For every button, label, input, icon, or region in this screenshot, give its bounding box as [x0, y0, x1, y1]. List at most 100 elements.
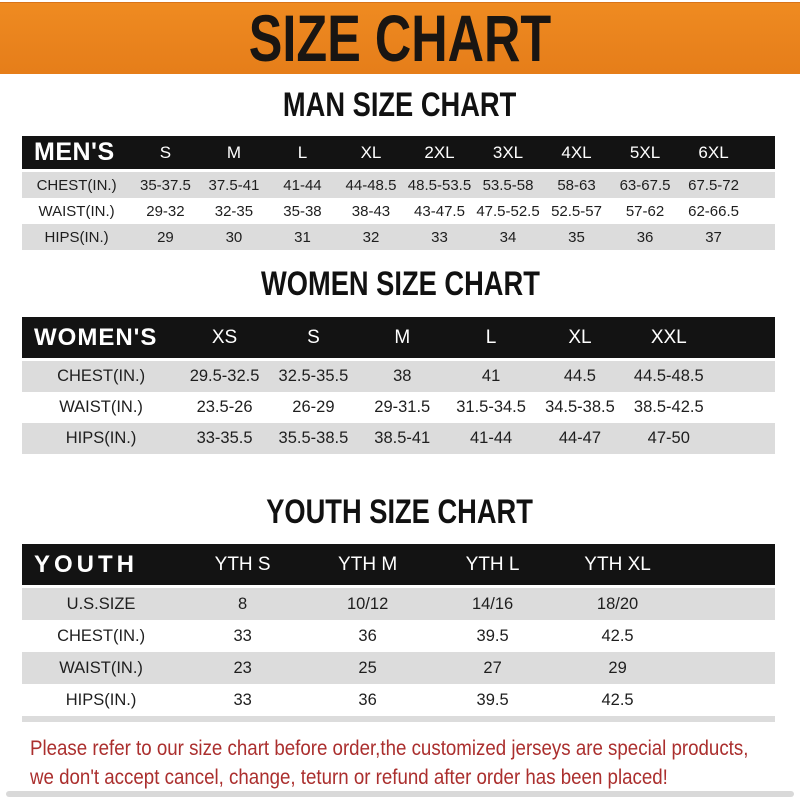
women-size-chart-heading: WOMEN SIZE CHART — [0, 264, 800, 303]
spacer-cell — [680, 652, 775, 684]
size-cell: 53.5-58 — [473, 170, 543, 198]
column-header: 2XL — [405, 136, 474, 172]
size-cell: 23.5-26 — [180, 392, 269, 423]
row-label: U.S.SIZE — [22, 586, 181, 620]
size-cell: 36 — [305, 684, 431, 716]
size-cell: 31 — [268, 224, 337, 250]
size-cell: 30 — [199, 224, 269, 250]
spacer-cell — [747, 136, 775, 172]
column-header: XS — [180, 317, 269, 361]
size-cell: 34 — [473, 224, 543, 250]
size-cell: 29.5-32.5 — [180, 359, 269, 392]
row-label: CHEST(IN.) — [22, 170, 132, 198]
size-cell: 37.5-41 — [199, 170, 269, 198]
size-cell: 44.5-48.5 — [624, 359, 714, 392]
disclaimer-line-1: Please refer to our size chart before or… — [30, 736, 749, 760]
size-cell: 44.5 — [535, 359, 625, 392]
size-cell: 47-50 — [624, 423, 714, 454]
size-cell: 31.5-34.5 — [446, 392, 536, 423]
column-header: 5XL — [610, 136, 680, 172]
womens-header-row: WOMEN'S XS S M L XL XXL — [22, 317, 775, 361]
man-size-chart-heading-text: MAN SIZE CHART — [283, 85, 517, 124]
row-label: WAIST(IN.) — [22, 198, 132, 224]
size-cell: 38.5-42.5 — [624, 392, 714, 423]
size-cell: 67.5-72 — [679, 170, 748, 198]
size-cell: 36 — [610, 224, 680, 250]
size-cell: 33 — [405, 224, 474, 250]
column-header: M — [199, 136, 269, 172]
size-cell: 41 — [446, 359, 536, 392]
spacer-cell — [747, 198, 775, 224]
banner-title: SIZE CHART — [248, 2, 552, 75]
size-cell: 29-31.5 — [357, 392, 447, 423]
spacer-cell — [747, 170, 775, 198]
youth-size-chart-heading-text: YOUTH SIZE CHART — [266, 492, 534, 531]
size-cell: 32-35 — [199, 198, 269, 224]
column-header: XL — [336, 136, 406, 172]
row-label: HIPS(IN.) — [22, 224, 132, 250]
size-cell: 42.5 — [555, 620, 681, 652]
spacer-cell — [747, 224, 775, 250]
column-header: YTH L — [430, 544, 556, 588]
table-row-chest: CHEST(IN.) 33 36 39.5 42.5 — [22, 620, 775, 652]
size-cell: 35-38 — [268, 198, 337, 224]
row-label: WAIST(IN.) — [22, 652, 181, 684]
column-header: YTH XL — [555, 544, 681, 588]
size-cell: 41-44 — [446, 423, 536, 454]
table-row-waist: WAIST(IN.) 29-32 32-35 35-38 38-43 43-47… — [22, 198, 775, 224]
size-cell: 25 — [305, 652, 431, 684]
spacer-cell — [22, 716, 775, 722]
size-cell: 58-63 — [542, 170, 611, 198]
size-cell: 37 — [679, 224, 748, 250]
size-cell: 33 — [180, 684, 306, 716]
row-label: HIPS(IN.) — [22, 684, 181, 716]
table-row-waist: WAIST(IN.) 23.5-26 26-29 29-31.5 31.5-34… — [22, 392, 775, 423]
disclaimer-note: Please refer to our size chart before or… — [30, 734, 800, 792]
column-header: S — [268, 317, 358, 361]
youth-table-bottom-strip — [22, 716, 775, 722]
size-cell: 43-47.5 — [405, 198, 474, 224]
column-header: YTH S — [180, 544, 306, 588]
spacer-cell — [680, 684, 775, 716]
disclaimer-line-2: we don't accept cancel, change, teturn o… — [30, 765, 668, 789]
spacer-cell — [680, 620, 775, 652]
spacer-cell — [713, 423, 775, 454]
column-header: 6XL — [679, 136, 748, 172]
mens-header-label: MEN'S — [22, 136, 132, 172]
size-cell: 32 — [336, 224, 406, 250]
size-cell: 62-66.5 — [679, 198, 748, 224]
table-row-hips: HIPS(IN.) 29 30 31 32 33 34 35 36 37 — [22, 224, 775, 250]
size-cell: 18/20 — [555, 586, 681, 620]
column-header: L — [268, 136, 337, 172]
mens-header-row: MEN'S S M L XL 2XL 3XL 4XL 5XL 6XL — [22, 136, 775, 172]
table-row-chest: CHEST(IN.) 29.5-32.5 32.5-35.5 38 41 44.… — [22, 359, 775, 392]
man-size-chart-heading: MAN SIZE CHART — [0, 85, 800, 124]
size-cell: 38-43 — [336, 198, 406, 224]
row-label: WAIST(IN.) — [22, 392, 181, 423]
column-header: YTH M — [305, 544, 431, 588]
size-cell: 35-37.5 — [131, 170, 200, 198]
spacer-cell — [713, 317, 775, 361]
womens-header-label: WOMEN'S — [22, 317, 181, 361]
size-cell: 33 — [180, 620, 306, 652]
size-cell: 8 — [180, 586, 306, 620]
column-header: M — [357, 317, 447, 361]
youth-size-table: YOUTH YTH S YTH M YTH L YTH XL U.S.SIZE … — [22, 544, 775, 722]
youth-header-row: YOUTH YTH S YTH M YTH L YTH XL — [22, 544, 775, 588]
mens-size-table: MEN'S S M L XL 2XL 3XL 4XL 5XL 6XL CHEST… — [22, 136, 775, 250]
youth-size-chart-heading: YOUTH SIZE CHART — [0, 492, 800, 531]
youth-header-label: YOUTH — [22, 544, 181, 588]
table-row-chest: CHEST(IN.) 35-37.5 37.5-41 41-44 44-48.5… — [22, 170, 775, 198]
table-row-waist: WAIST(IN.) 23 25 27 29 — [22, 652, 775, 684]
size-cell: 57-62 — [610, 198, 680, 224]
womens-size-table: WOMEN'S XS S M L XL XXL CHEST(IN.) 29.5-… — [22, 317, 775, 454]
size-cell: 39.5 — [430, 620, 556, 652]
size-cell: 34.5-38.5 — [535, 392, 625, 423]
table-row-us-size: U.S.SIZE 8 10/12 14/16 18/20 — [22, 586, 775, 620]
size-cell: 42.5 — [555, 684, 681, 716]
size-cell: 39.5 — [430, 684, 556, 716]
size-cell: 23 — [180, 652, 306, 684]
size-cell: 29-32 — [131, 198, 200, 224]
size-cell: 38 — [357, 359, 447, 392]
